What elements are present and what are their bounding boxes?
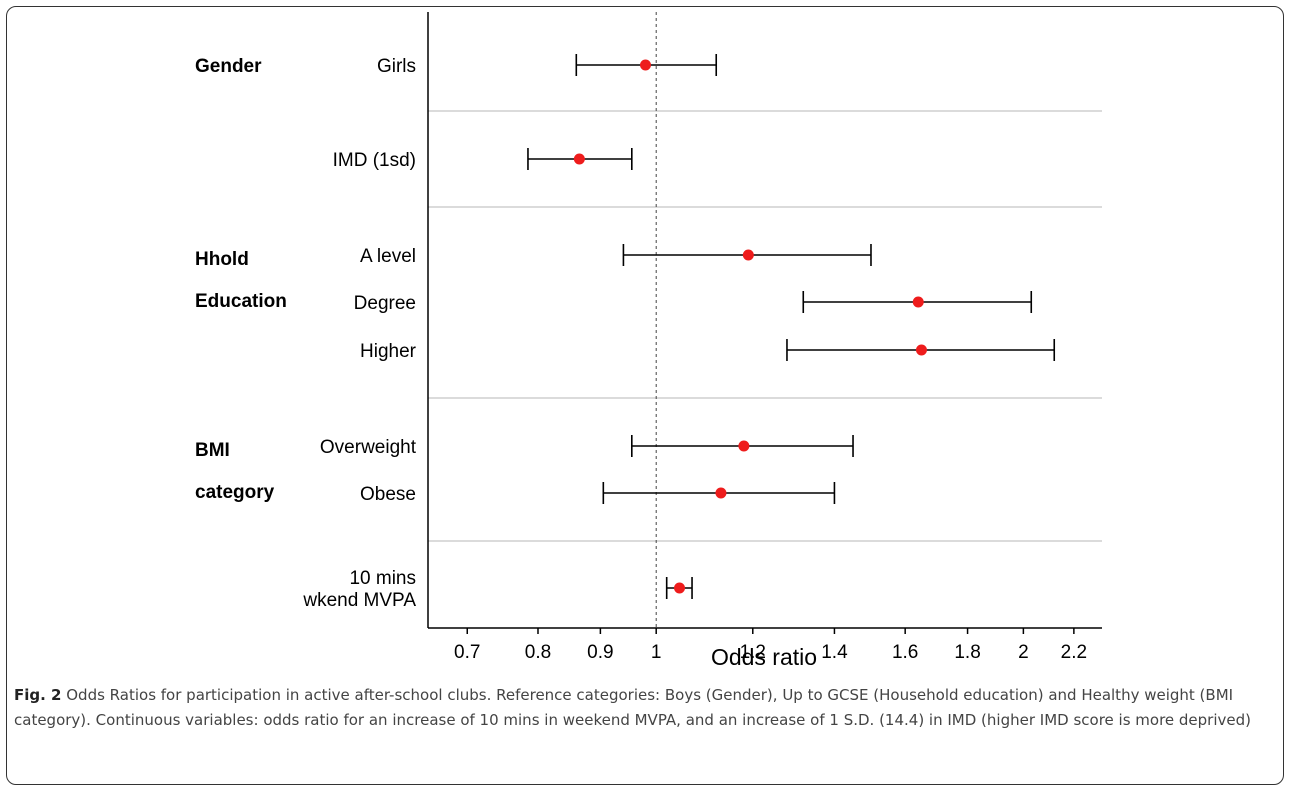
x-tick-label: 2	[1018, 642, 1029, 663]
x-tick-label: 1	[651, 642, 662, 663]
caption-text: Odds Ratios for participation in active …	[14, 686, 1251, 729]
row-label: Obese	[360, 484, 416, 505]
forest-plot: Gender Girls IMD (1sd) Hhold Education A leve…	[195, 12, 1102, 670]
estimate-point	[915, 344, 927, 356]
figure-caption: Fig. 2 Odds Ratios for participation in …	[14, 683, 1276, 733]
x-tick-label: 0.8	[525, 642, 551, 663]
group-separators	[428, 110, 1102, 542]
group-label: Gender	[195, 56, 262, 77]
x-tick-label: 1.2	[740, 642, 766, 663]
ci-bars	[527, 54, 1056, 599]
x-tick-label: 1.6	[892, 642, 918, 663]
estimate-points	[573, 59, 927, 594]
row-label: Overweight	[320, 437, 417, 458]
row-label: Girls	[377, 56, 416, 77]
estimate-point	[573, 153, 585, 165]
row-label: IMD (1sd)	[333, 150, 416, 171]
figure-frame	[6, 6, 1284, 785]
estimate-point	[715, 487, 727, 499]
x-axis: 0.7 0.8 0.9 1 1.2 1.4 1.6 1.8 2 2.2	[427, 12, 1102, 663]
row-label: Degree	[354, 293, 416, 314]
x-tick-label: 2.2	[1061, 642, 1087, 663]
estimate-point	[738, 440, 750, 452]
group-label: BMI category	[195, 440, 275, 503]
x-tick-label: 1.8	[954, 642, 980, 663]
estimate-point	[639, 59, 651, 71]
estimate-point	[912, 296, 924, 308]
row-label: 10 mins wkend MVPA	[302, 568, 416, 611]
group-label: Hhold Education	[195, 249, 287, 312]
row-label: Higher	[360, 341, 417, 362]
estimate-point	[674, 582, 686, 594]
x-tick-label: 1.4	[821, 642, 848, 663]
caption-label: Fig. 2	[14, 686, 62, 704]
estimate-point	[742, 249, 754, 261]
x-axis-title: Odds ratio	[711, 644, 817, 670]
row-labels: Gender Girls IMD (1sd) Hhold Education A leve…	[195, 56, 417, 611]
row-label: A level	[360, 246, 416, 267]
x-tick-label: 0.7	[454, 642, 480, 663]
x-tick-label: 0.9	[587, 642, 613, 663]
